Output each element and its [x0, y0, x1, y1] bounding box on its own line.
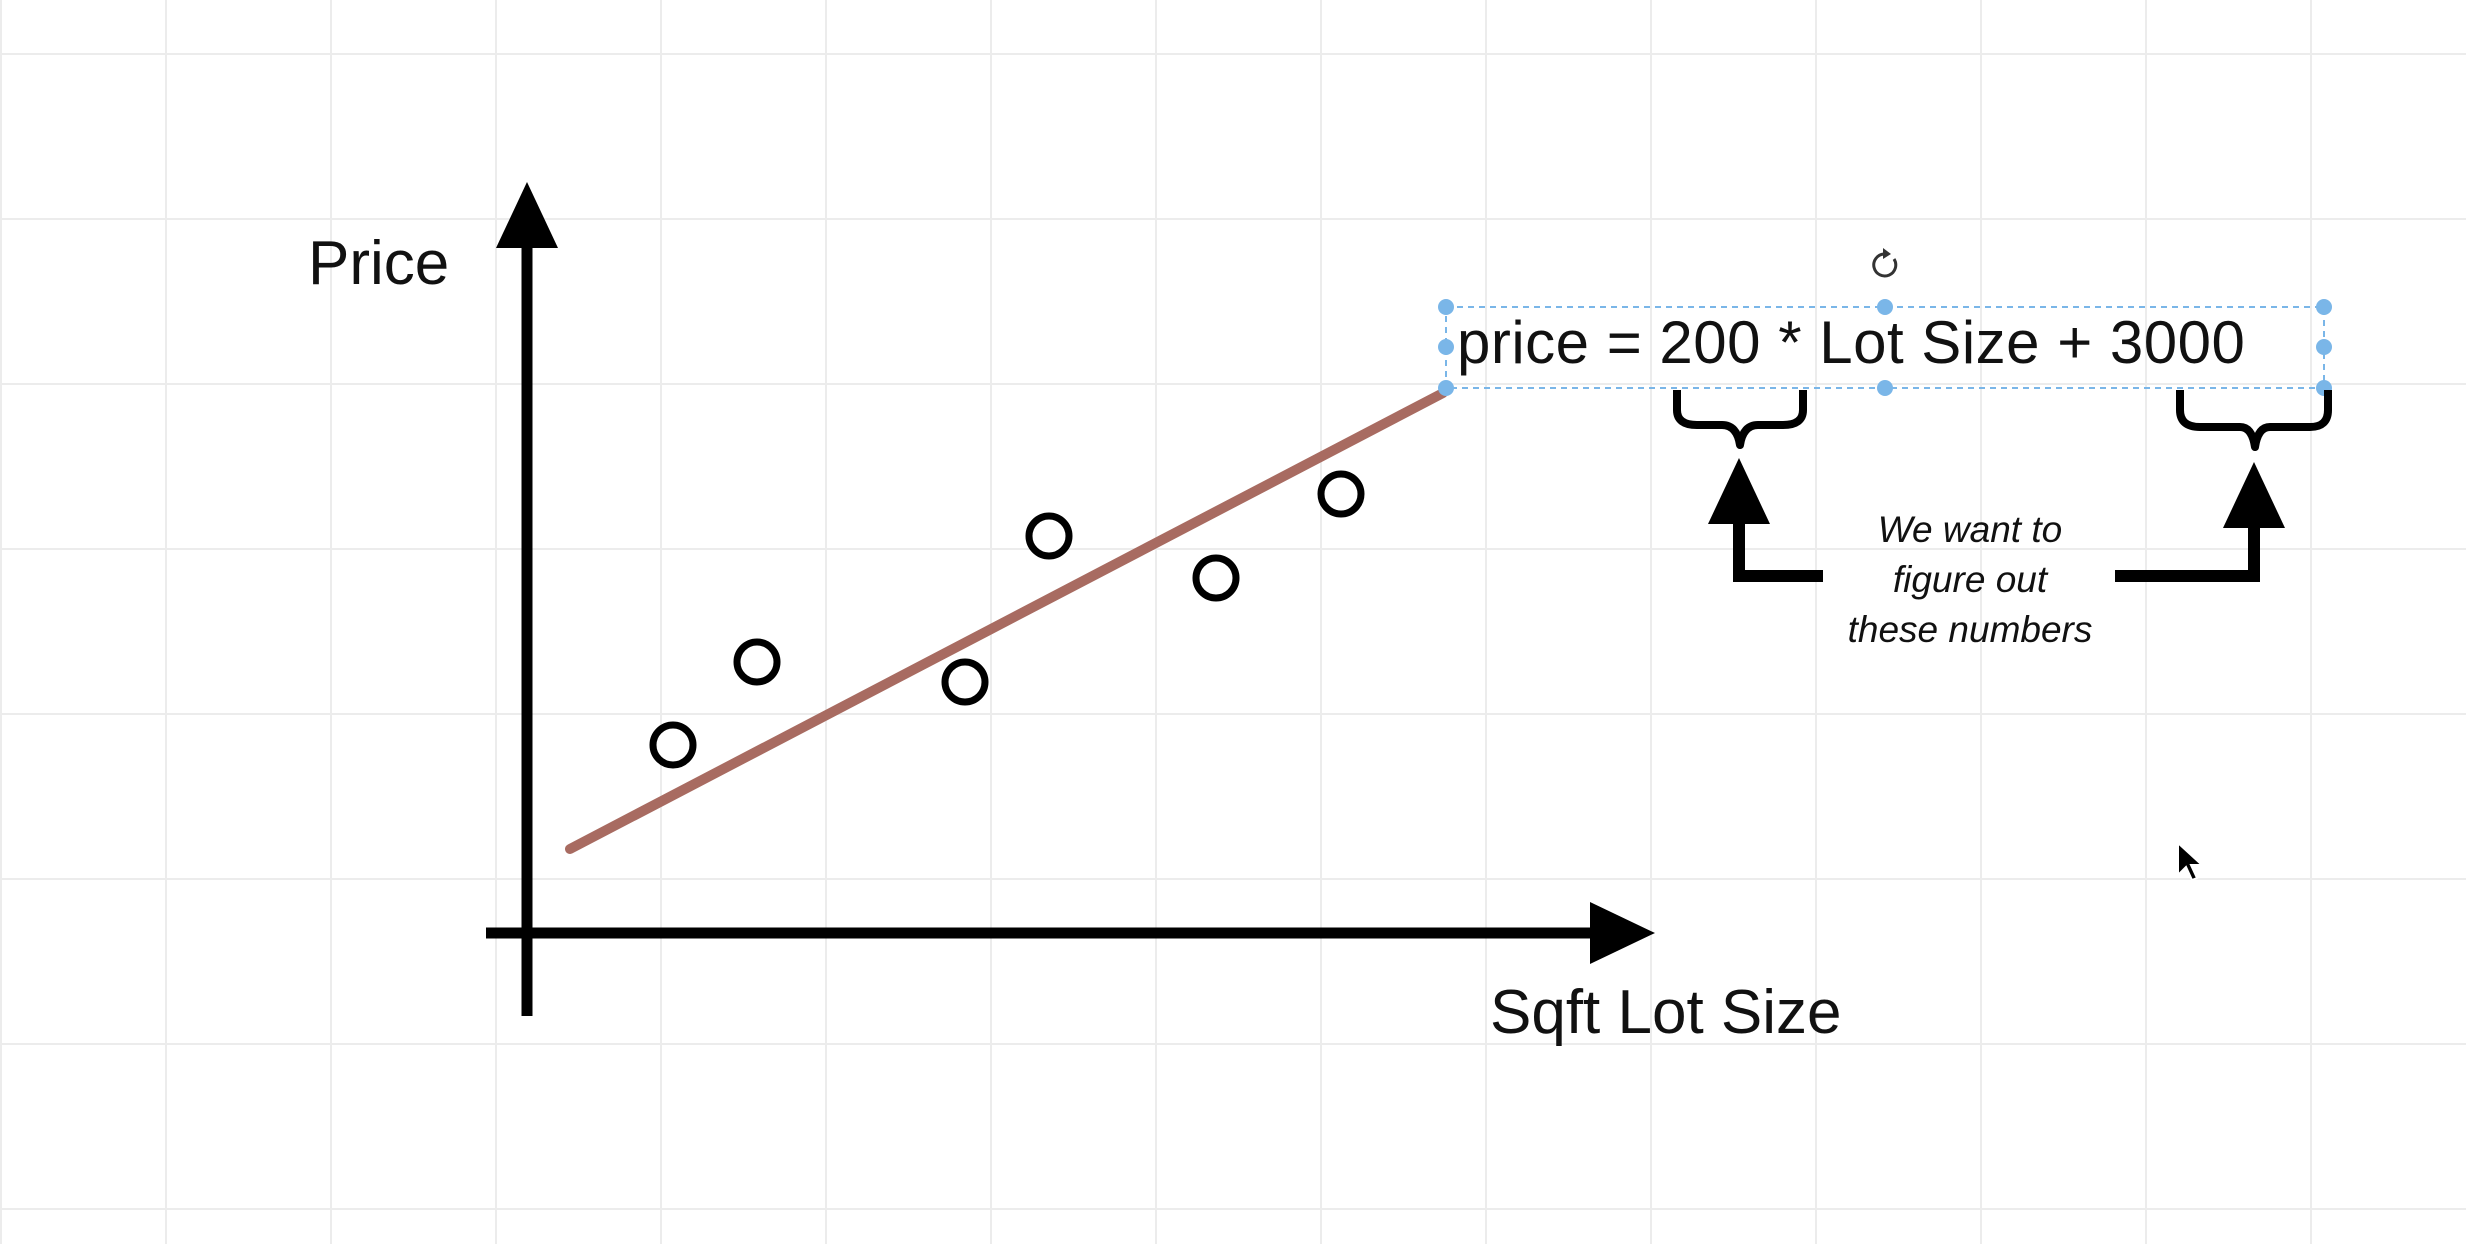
equation-text[interactable]: price = 200 * Lot Size + 3000 — [1457, 309, 2246, 376]
arrow-left-head — [1708, 458, 1770, 524]
note-line: these numbers — [1847, 609, 2093, 650]
x-axis-label: Sqft Lot Size — [1490, 978, 1842, 1047]
arrow-right — [2115, 505, 2260, 582]
annotation-note: We want to figure out these numbers — [1800, 505, 2140, 655]
resize-handle[interactable] — [1438, 380, 1454, 396]
y-axis-arrowhead — [496, 182, 558, 248]
rotate-icon[interactable] — [1866, 245, 1906, 285]
data-point — [733, 638, 781, 686]
resize-handle[interactable] — [1438, 339, 1454, 355]
resize-handle[interactable] — [1877, 299, 1893, 315]
data-point — [1192, 554, 1240, 602]
y-axis-label: Price — [308, 229, 450, 298]
resize-handle[interactable] — [1877, 380, 1893, 396]
data-point — [649, 721, 697, 769]
arrow-left — [1733, 505, 1823, 582]
x-axis-arrowhead — [1590, 902, 1655, 964]
text-selection-box[interactable] — [1438, 299, 2332, 396]
note-line: We want to — [1877, 509, 2063, 550]
resize-handle[interactable] — [1438, 299, 1454, 315]
brace-left — [1673, 390, 1807, 449]
arrow-right-head — [2223, 462, 2285, 528]
brace-right — [2176, 390, 2332, 451]
fit-line — [565, 388, 1448, 854]
resize-handle[interactable] — [2316, 299, 2332, 315]
note-line: figure out — [1892, 559, 2048, 600]
resize-handle[interactable] — [2316, 339, 2332, 355]
data-point — [1317, 470, 1365, 518]
data-point — [1025, 512, 1073, 560]
mouse-cursor-icon — [2177, 840, 2205, 882]
data-point — [941, 658, 989, 706]
